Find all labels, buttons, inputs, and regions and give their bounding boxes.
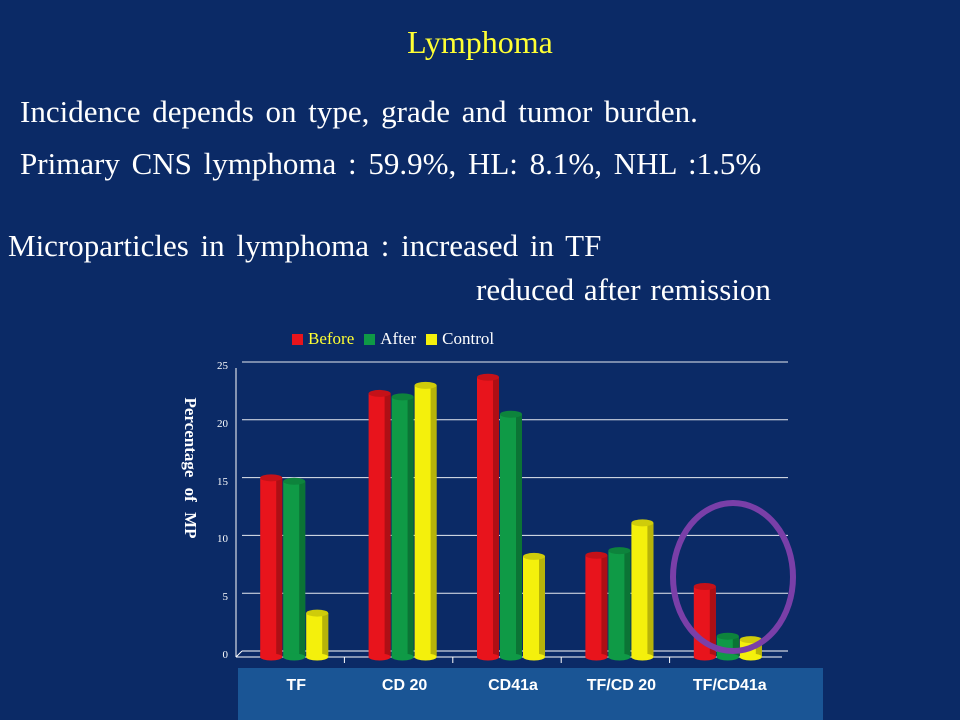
legend-item-control: Control (426, 329, 494, 349)
y-tick-label: 10 (217, 533, 228, 546)
y-axis-label: Percentage of MP (181, 397, 200, 539)
incidence-values-text: Primary CNS lymphoma : 59.9%, HL: 8.1%, … (20, 146, 762, 181)
x-tick-label: TF (286, 677, 306, 694)
legend-swatch-before (292, 333, 303, 345)
bar-shade (407, 396, 414, 657)
legend-swatch-after (364, 333, 376, 345)
bar-top (414, 381, 437, 389)
bar-bottom (368, 653, 391, 661)
legend-item-after: After (364, 329, 416, 349)
bar-bottom (306, 653, 329, 661)
x-tick-label: CD 20 (381, 677, 428, 694)
bar-shade (624, 550, 631, 657)
bar-bottom (414, 653, 437, 661)
bar-top (631, 519, 654, 527)
y-tick-label: 25 (217, 360, 228, 372)
legend-label-after: After (380, 329, 417, 348)
bar-shade (493, 377, 499, 657)
y-tick-label: 20 (217, 417, 228, 430)
bar-after-tf (283, 477, 306, 661)
axis-depth-edge (235, 650, 243, 658)
bar-shade (322, 613, 329, 657)
legend-item-before: Before (292, 329, 354, 349)
bar-before-tf-cd-20 (585, 551, 608, 661)
microparticles-text: Microparticles in lymphoma : increased i… (8, 228, 602, 263)
bar-shade (276, 477, 283, 657)
bar-top (368, 389, 391, 397)
bar-control-tf-cd-20 (631, 519, 654, 661)
bar-bottom (631, 653, 654, 661)
bar-top (585, 551, 608, 559)
bar-bottom (585, 653, 608, 661)
bar-top (739, 636, 762, 644)
bar-top (477, 373, 499, 381)
highlight-circle (670, 500, 796, 654)
bar-top (260, 474, 283, 482)
bar-after-cd-20 (391, 393, 414, 661)
bar-bottom (477, 653, 499, 661)
bar-bottom (500, 653, 522, 661)
slide-title: Lymphoma (407, 24, 553, 60)
bar-shade (601, 555, 608, 657)
bar-top (523, 552, 545, 560)
bar-shade (539, 556, 545, 657)
y-tick-label: 5 (222, 591, 229, 604)
bar-before-tf (260, 474, 283, 661)
bar-bottom (693, 653, 716, 661)
bar-shade (430, 385, 437, 657)
bar-top (283, 477, 306, 485)
legend-label-control: Control (442, 329, 495, 348)
bar-bottom (283, 653, 306, 661)
bar-before-cd-20 (368, 389, 391, 661)
bar-top (391, 393, 414, 401)
bar-bottom (260, 653, 283, 661)
chart-legend: Before After Control (292, 329, 494, 349)
bar-control-cd41a (523, 552, 545, 661)
bar-shade (384, 393, 391, 657)
bar-top (306, 609, 329, 617)
legend-swatch-control (426, 333, 438, 345)
bar-bottom (391, 653, 414, 661)
x-tick-label: TF/CD41a (692, 677, 767, 694)
legend-label-before: Before (308, 329, 355, 348)
bar-after-cd41a (500, 410, 522, 661)
bar-shade (709, 586, 716, 657)
x-tick-label: CD41a (488, 677, 538, 694)
bar-bottom (523, 653, 545, 661)
bar-shade (647, 522, 654, 657)
incidence-text: Incidence depends on type, grade and tum… (20, 94, 698, 129)
x-tick-label: TF/CD 20 (586, 677, 657, 694)
bar-after-tf-cd-20 (608, 547, 631, 661)
bar-shade (755, 639, 762, 657)
bar-control-tf (306, 609, 329, 661)
bar-bottom (716, 653, 739, 661)
bar-top (500, 410, 522, 418)
bar-before-cd41a (477, 373, 499, 661)
bar-shade (732, 636, 739, 657)
bar-bottom (608, 653, 631, 661)
remission-text: reduced after remission (476, 272, 771, 307)
bar-shade (516, 414, 522, 657)
bar-shade (299, 481, 306, 657)
bar-bottom (739, 653, 762, 661)
bar-top (608, 547, 631, 555)
y-tick-label: 15 (217, 475, 228, 488)
bar-control-cd-20 (414, 381, 437, 661)
bar-top (693, 582, 716, 590)
x-axis-band (238, 668, 823, 720)
bar-top (716, 632, 739, 640)
y-tick-label: 0 (222, 649, 229, 661)
